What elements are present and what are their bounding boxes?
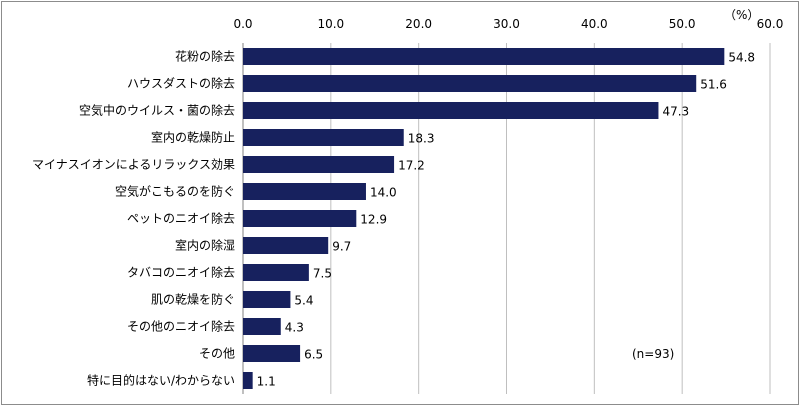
- data-label: 17.2: [398, 159, 425, 173]
- data-label: 54.8: [728, 51, 755, 65]
- category-label: その他: [199, 347, 235, 361]
- x-tick-label: 10.0: [317, 17, 344, 31]
- data-label: 51.6: [700, 78, 727, 92]
- bar: [243, 48, 725, 65]
- category-label: 室内の乾燥防止: [151, 130, 235, 145]
- data-label: 6.5: [304, 348, 323, 362]
- data-label: 18.3: [408, 132, 435, 146]
- bar: [243, 102, 659, 119]
- x-tick-label: 30.0: [493, 17, 520, 31]
- bars-layer: [243, 48, 725, 389]
- bar: [243, 318, 281, 335]
- data-label: 5.4: [294, 294, 313, 308]
- bar: [243, 237, 329, 254]
- category-label: 肌の乾燥を防ぐ: [151, 292, 235, 307]
- data-label: 7.5: [313, 267, 332, 281]
- data-label: 4.3: [285, 321, 304, 335]
- category-label: その他のニオイ除去: [127, 319, 235, 334]
- bar: [243, 345, 301, 362]
- bar: [243, 372, 253, 389]
- bar: [243, 264, 309, 281]
- category-label: 空気がこもるのを防ぐ: [115, 184, 235, 199]
- data-label: 14.0: [370, 186, 397, 200]
- data-label: 12.9: [360, 213, 387, 227]
- bar: [243, 129, 404, 146]
- unit-label: （%）: [724, 8, 759, 22]
- data-label: 47.3: [662, 105, 689, 119]
- x-tick-label: 20.0: [405, 17, 432, 31]
- bar: [243, 291, 291, 308]
- x-tick-label: 0.0: [233, 17, 252, 31]
- category-label: タバコのニオイ除去: [127, 265, 235, 280]
- sample-size-note: (n=93): [632, 347, 674, 361]
- category-label: 花粉の除去: [175, 49, 235, 64]
- bar: [243, 183, 366, 200]
- data-label: 9.7: [332, 240, 351, 254]
- category-label: 室内の除湿: [175, 238, 235, 253]
- labels-layer: 0.0 10.0 20.0 30.0 40.0 50.0 60.0 花粉の除去 54.8 ハウスダ…: [32, 17, 783, 389]
- bar: [243, 75, 697, 92]
- x-tick-label: 40.0: [581, 17, 608, 31]
- bar: [243, 210, 357, 227]
- category-label: 空気中のウイルス・菌の除去: [79, 103, 235, 118]
- bar: [243, 156, 395, 173]
- category-label: ペットのニオイ除去: [127, 211, 235, 226]
- category-label: マイナスイオンによるリラックス効果: [32, 157, 235, 172]
- category-label: 特に目的はない/わからない: [87, 373, 235, 388]
- x-tick-label: 50.0: [669, 17, 696, 31]
- grid-layer: [242, 43, 771, 394]
- data-label: 1.1: [257, 375, 276, 389]
- x-tick-label: 60.0: [757, 17, 784, 31]
- category-label: ハウスダストの除去: [127, 76, 235, 91]
